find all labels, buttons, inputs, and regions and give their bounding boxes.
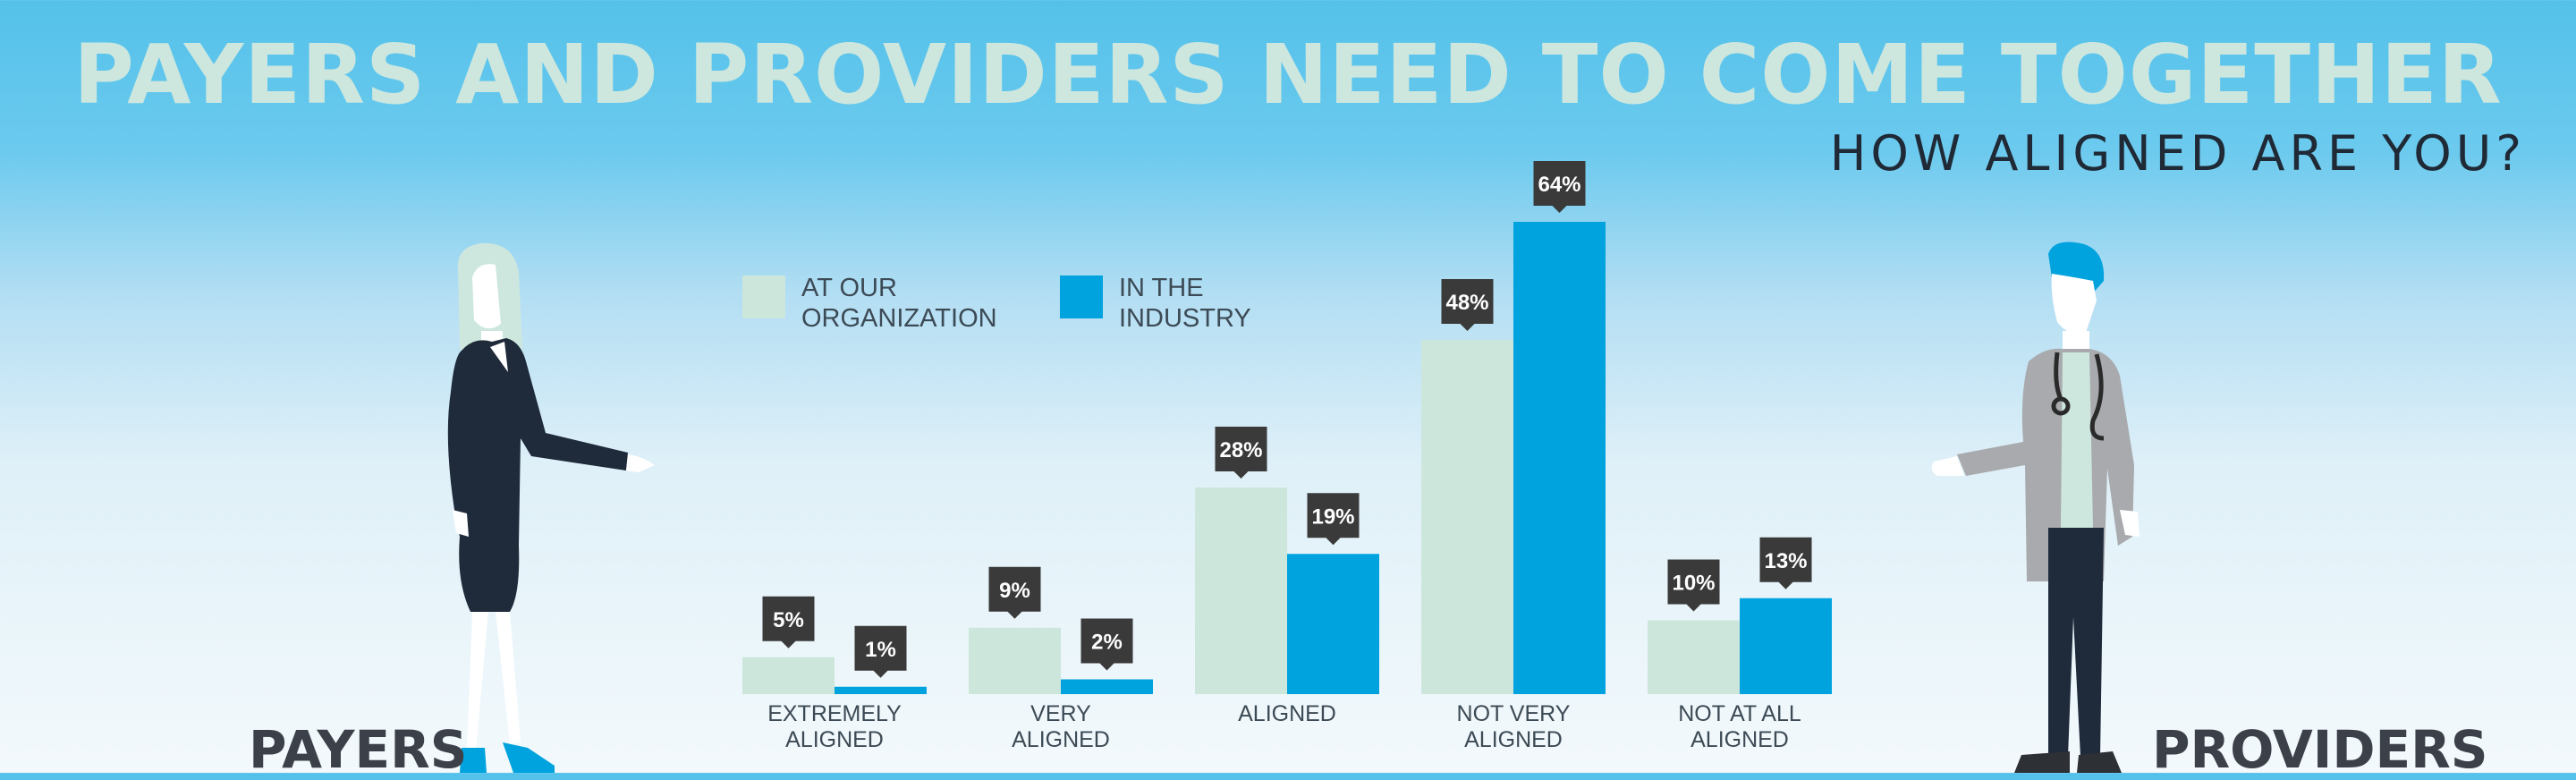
- bar-industry-4: [1740, 598, 1832, 694]
- category-label: ALIGNED: [1464, 727, 1563, 752]
- data-label-box: [1307, 493, 1360, 546]
- data-label: 64%: [1538, 173, 1580, 197]
- category-label: ALIGNED: [1012, 727, 1110, 752]
- data-label-box: [1441, 279, 1494, 331]
- page-title: PAYERS AND PROVIDERS NEED TO COME TOGETH…: [73, 27, 2503, 123]
- bar-industry-2: [1287, 554, 1379, 694]
- data-label-box: [854, 625, 907, 678]
- data-label: 1%: [865, 638, 896, 662]
- data-label: 13%: [1764, 549, 1807, 573]
- legend-label-organization: AT OUR ORGANIZATION: [801, 274, 997, 333]
- payers-label: PAYERS: [249, 719, 468, 780]
- bar-organization-4: [1648, 620, 1740, 694]
- data-label: 9%: [999, 579, 1030, 603]
- data-label: 5%: [773, 608, 804, 632]
- data-label-box: [1080, 618, 1133, 671]
- legend-label-industry: IN THE INDUSTRY: [1119, 274, 1251, 333]
- data-label-box: [1667, 559, 1720, 612]
- bar-industry-1: [1061, 679, 1153, 694]
- data-label: 2%: [1091, 631, 1123, 655]
- category-label: ALIGNED: [1238, 701, 1336, 726]
- data-label-box: [1215, 427, 1267, 479]
- bar-organization-2: [1195, 488, 1287, 694]
- data-label: 10%: [1672, 572, 1715, 596]
- legend-swatch-industry: [1060, 276, 1103, 318]
- bar-organization-1: [969, 627, 1061, 694]
- bar-organization-0: [742, 657, 835, 694]
- provider-doctor-illustration: [1931, 242, 2140, 773]
- payer-woman-illustration: [447, 242, 655, 773]
- providers-label: PROVIDERS: [2152, 719, 2488, 780]
- legend-swatch-organization: [742, 276, 785, 318]
- category-label: ALIGNED: [1690, 727, 1789, 752]
- data-label-box: [762, 596, 815, 649]
- category-label: NOT VERY: [1457, 701, 1571, 726]
- data-label: 28%: [1219, 438, 1262, 462]
- category-label: ALIGNED: [785, 727, 884, 752]
- data-label-box: [1759, 537, 1812, 589]
- data-label: 48%: [1445, 291, 1488, 315]
- category-label: NOT AT ALL: [1678, 701, 1801, 726]
- bar-industry-0: [835, 686, 927, 694]
- category-label: VERY: [1030, 701, 1091, 726]
- category-label: EXTREMELY: [767, 701, 902, 726]
- data-label-box: [1533, 161, 1586, 213]
- data-label-box: [988, 566, 1041, 619]
- bar-industry-3: [1513, 222, 1606, 694]
- bar-organization-3: [1421, 340, 1513, 694]
- page-subtitle: HOW ALIGNED ARE YOU?: [1829, 125, 2526, 182]
- data-label: 19%: [1311, 504, 1354, 529]
